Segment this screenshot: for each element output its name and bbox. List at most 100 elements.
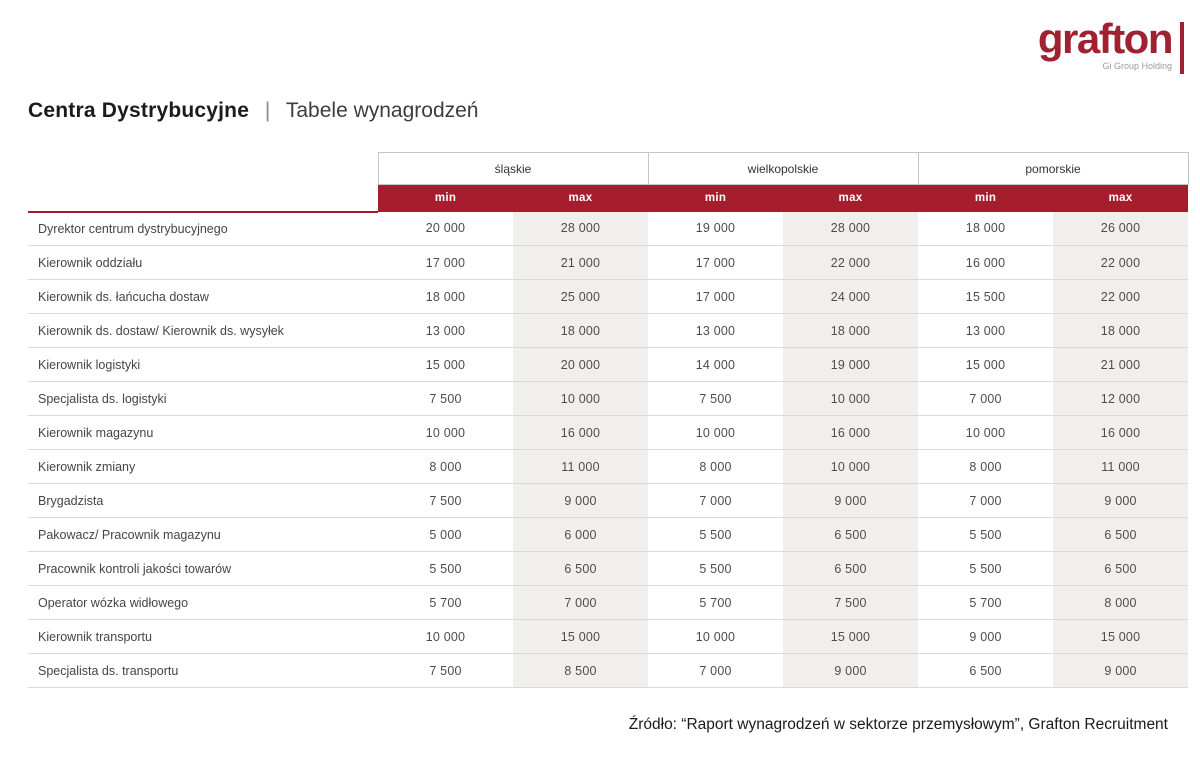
min-value: 9 000 bbox=[918, 619, 1054, 654]
min-header: min bbox=[378, 184, 513, 212]
min-value: 13 000 bbox=[378, 313, 513, 348]
min-value: 8 000 bbox=[648, 449, 783, 484]
max-value: 18 000 bbox=[513, 313, 648, 348]
max-value: 10 000 bbox=[513, 381, 648, 416]
max-value: 21 000 bbox=[513, 245, 648, 280]
min-value: 5 500 bbox=[918, 551, 1054, 586]
max-value: 9 000 bbox=[1053, 653, 1189, 688]
max-header: max bbox=[513, 184, 648, 212]
min-value: 7 000 bbox=[648, 653, 783, 688]
max-value: 15 000 bbox=[783, 619, 919, 654]
min-value: 13 000 bbox=[918, 313, 1054, 348]
min-value: 7 500 bbox=[648, 381, 783, 416]
min-value: 7 000 bbox=[918, 483, 1054, 518]
max-value: 16 000 bbox=[783, 415, 919, 450]
min-value: 7 500 bbox=[378, 653, 513, 688]
table-row: Pracownik kontroli jakości towarów 5 500 6… bbox=[28, 551, 1189, 586]
max-value: 10 000 bbox=[783, 381, 919, 416]
row-label: Operator wózka widłowego bbox=[28, 585, 378, 620]
max-value: 28 000 bbox=[513, 211, 648, 246]
min-value: 7 000 bbox=[648, 483, 783, 518]
max-value: 11 000 bbox=[1053, 449, 1189, 484]
min-value: 10 000 bbox=[918, 415, 1054, 450]
max-value: 7 500 bbox=[783, 585, 919, 620]
salary-table-body: Dyrektor centrum dystrybucyjnego 20 000 28… bbox=[28, 211, 1189, 688]
table-row: Dyrektor centrum dystrybucyjnego 20 000 28… bbox=[28, 211, 1189, 246]
min-value: 14 000 bbox=[648, 347, 783, 382]
grafton-logo: grafton Gi Group Holding bbox=[1037, 15, 1184, 74]
max-value: 15 000 bbox=[1053, 619, 1189, 654]
min-value: 5 500 bbox=[648, 551, 783, 586]
row-label: Kierownik ds. łańcucha dostaw bbox=[28, 279, 378, 314]
max-value: 11 000 bbox=[513, 449, 648, 484]
max-value: 26 000 bbox=[1053, 211, 1189, 246]
min-value: 19 000 bbox=[648, 211, 783, 246]
table-row: Brygadzista 7 500 9 000 7 000 9 000 7 000 9 00… bbox=[28, 483, 1189, 518]
minmax-spacer bbox=[28, 184, 378, 213]
row-label: Specjalista ds. logistyki bbox=[28, 381, 378, 416]
min-value: 8 000 bbox=[378, 449, 513, 484]
logo-bar-icon bbox=[1180, 22, 1184, 74]
max-value: 18 000 bbox=[1053, 313, 1189, 348]
table-row: Kierownik logistyki 15 000 20 000 14 000 19 … bbox=[28, 347, 1189, 382]
max-value: 7 000 bbox=[513, 585, 648, 620]
max-value: 6 500 bbox=[1053, 517, 1189, 552]
min-value: 5 700 bbox=[648, 585, 783, 620]
min-value: 17 000 bbox=[648, 279, 783, 314]
row-label: Kierownik ds. dostaw/ Kierownik ds. wysy… bbox=[28, 313, 378, 348]
min-value: 10 000 bbox=[648, 619, 783, 654]
max-value: 15 000 bbox=[513, 619, 648, 654]
min-value: 10 000 bbox=[378, 415, 513, 450]
logo-wordmark: grafton bbox=[1037, 15, 1174, 62]
min-value: 5 500 bbox=[378, 551, 513, 586]
max-value: 6 500 bbox=[513, 551, 648, 586]
max-value: 6 500 bbox=[783, 551, 919, 586]
max-value: 28 000 bbox=[783, 211, 919, 246]
logo-subtext: Gi Group Holding bbox=[1102, 61, 1172, 71]
min-value: 15 500 bbox=[918, 279, 1054, 314]
max-value: 18 000 bbox=[783, 313, 919, 348]
min-value: 17 000 bbox=[648, 245, 783, 280]
min-value: 15 000 bbox=[378, 347, 513, 382]
row-label: Kierownik magazynu bbox=[28, 415, 378, 450]
max-value: 12 000 bbox=[1053, 381, 1189, 416]
row-label: Brygadzista bbox=[28, 483, 378, 518]
row-label: Specjalista ds. transportu bbox=[28, 653, 378, 688]
page-title: Centra Dystrybucyjne | Tabele wynagrodze… bbox=[28, 99, 479, 123]
min-value: 5 000 bbox=[378, 517, 513, 552]
max-header: max bbox=[783, 184, 919, 212]
max-value: 10 000 bbox=[783, 449, 919, 484]
max-value: 20 000 bbox=[513, 347, 648, 382]
min-value: 13 000 bbox=[648, 313, 783, 348]
row-label: Pracownik kontroli jakości towarów bbox=[28, 551, 378, 586]
max-value: 6 000 bbox=[513, 517, 648, 552]
min-value: 10 000 bbox=[378, 619, 513, 654]
max-value: 24 000 bbox=[783, 279, 919, 314]
table-row: Kierownik transportu 10 000 15 000 10 000 15… bbox=[28, 619, 1189, 654]
region-header-slaskie: śląskie bbox=[377, 152, 649, 185]
max-value: 16 000 bbox=[1053, 415, 1189, 450]
table-row: Kierownik oddziału 17 000 21 000 17 000 22 0… bbox=[28, 245, 1189, 280]
table-row: Pakowacz/ Pracownik magazynu 5 000 6 000 5 … bbox=[28, 517, 1189, 552]
row-label: Kierownik transportu bbox=[28, 619, 378, 654]
table-row: Kierownik ds. łańcucha dostaw 18 000 25 00… bbox=[28, 279, 1189, 314]
row-label: Kierownik logistyki bbox=[28, 347, 378, 382]
max-value: 6 500 bbox=[783, 517, 919, 552]
row-label: Kierownik oddziału bbox=[28, 245, 378, 280]
max-header: max bbox=[1053, 184, 1189, 212]
min-value: 5 500 bbox=[648, 517, 783, 552]
region-header-wielkopolskie: wielkopolskie bbox=[647, 152, 919, 185]
region-header-row: śląskie wielkopolskie pomorskie bbox=[28, 152, 1189, 185]
min-header: min bbox=[918, 184, 1054, 212]
salary-table: śląskie wielkopolskie pomorskie min max … bbox=[28, 152, 1189, 688]
max-value: 22 000 bbox=[783, 245, 919, 280]
row-label: Dyrektor centrum dystrybucyjnego bbox=[28, 211, 378, 246]
max-value: 8 500 bbox=[513, 653, 648, 688]
max-value: 9 000 bbox=[783, 483, 919, 518]
table-row: Specjalista ds. transportu 7 500 8 500 7 00… bbox=[28, 653, 1189, 688]
min-value: 7 000 bbox=[918, 381, 1054, 416]
table-row: Operator wózka widłowego 5 700 7 000 5 700 7… bbox=[28, 585, 1189, 620]
min-value: 5 700 bbox=[378, 585, 513, 620]
region-header-pomorskie: pomorskie bbox=[917, 152, 1189, 185]
title-section: Centra Dystrybucyjne bbox=[28, 99, 250, 122]
